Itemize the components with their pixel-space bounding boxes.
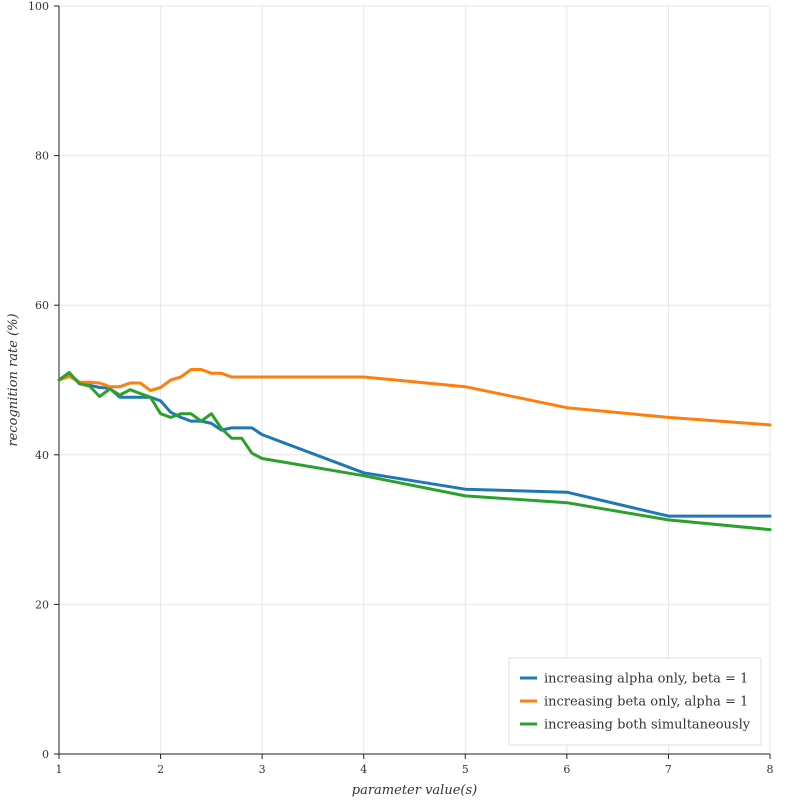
x-tick-label: 4 [360, 763, 367, 776]
y-tick-label: 20 [35, 598, 49, 611]
legend-box [508, 657, 762, 746]
x-axis-label: parameter value(s) [352, 783, 477, 798]
x-tick-label: 5 [462, 763, 469, 776]
legend-label: increasing beta only, alpha = 1 [544, 695, 748, 710]
x-tick-label: 7 [665, 763, 672, 776]
series-lines [57, 368, 772, 532]
y-tick-label: 0 [42, 748, 49, 761]
y-tick-label: 80 [35, 150, 49, 163]
series-line-2 [57, 368, 772, 427]
grid-lines [58, 5, 771, 755]
legend-items: increasing alpha only, beta = 1 increasin… [520, 672, 751, 733]
x-tick-label: 2 [157, 763, 164, 776]
y-tick-label: 100 [28, 0, 49, 13]
x-tick-label: 3 [259, 763, 266, 776]
series-line-3 [57, 371, 772, 532]
x-tick-label: 8 [767, 763, 774, 776]
y-tick-label: 60 [35, 299, 49, 312]
y-tick-label: 40 [35, 449, 49, 462]
y-axis-label: recognition rate (%) [6, 313, 21, 446]
series-line-1 [57, 373, 772, 518]
legend-label: increasing alpha only, beta = 1 [544, 672, 748, 687]
legend: increasing alpha only, beta = 1 increasin… [508, 657, 762, 746]
legend-label: increasing both simultaneously [544, 718, 751, 733]
x-tick-label: 6 [563, 763, 570, 776]
x-tick-label: 1 [56, 763, 63, 776]
